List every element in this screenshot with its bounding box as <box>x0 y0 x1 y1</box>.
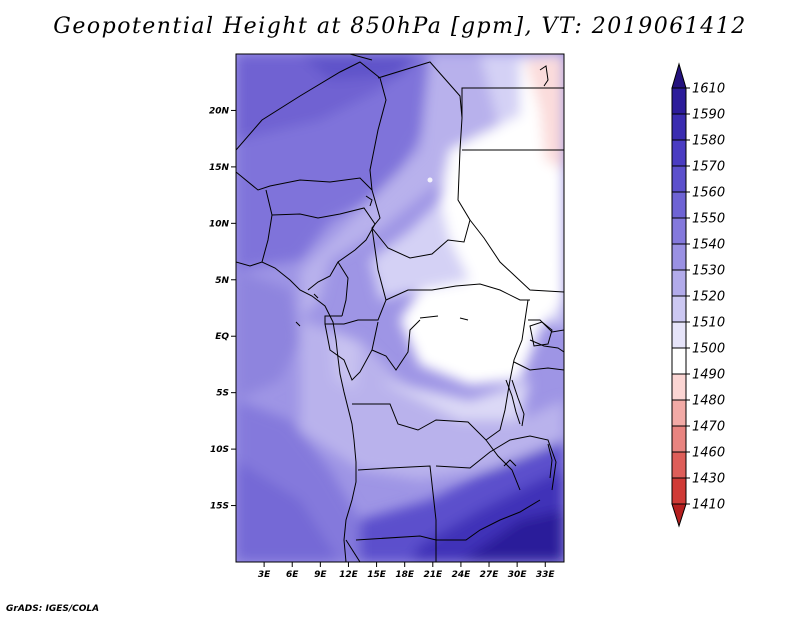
colorbar-label: 1560 <box>692 186 725 201</box>
colorbar-box <box>671 191 687 219</box>
x-tick-label: 30E <box>508 570 528 580</box>
grads-credit: GrADS: IGES/COLA <box>6 604 100 614</box>
y-tick-label: 15S <box>210 502 229 512</box>
x-tick-label: 6E <box>286 570 299 580</box>
y-tick-label: 5S <box>216 389 229 399</box>
colorbar-label: 1590 <box>692 108 725 123</box>
boundaries <box>236 54 564 562</box>
map-title: Geopotential Height at 850hPa [gpm], VT:… <box>53 14 747 39</box>
colorbar-box <box>671 87 687 115</box>
colorbar-label: 1540 <box>692 238 725 253</box>
colorbar-label: 1510 <box>692 316 725 331</box>
colorbar-label: 1550 <box>692 212 725 227</box>
colorbar-bottom-arrow <box>671 503 687 528</box>
colorbar-label: 1460 <box>692 446 725 461</box>
y-tick-label: 5N <box>215 276 229 286</box>
x-tick-label: 33E <box>536 570 556 580</box>
colorbar-top-arrow <box>671 62 687 89</box>
colorbar-box <box>671 243 687 271</box>
x-tick-label: 18E <box>395 570 415 580</box>
colorbar-box <box>671 113 687 141</box>
colorbar-box <box>671 165 687 193</box>
colorbar-box <box>671 269 687 297</box>
y-tick-label: EQ <box>215 332 229 342</box>
colorbar-box <box>671 139 687 167</box>
colorbar-box <box>671 399 687 427</box>
colorbar-label: 1580 <box>692 134 725 149</box>
colorbar-label: 1490 <box>692 368 725 383</box>
colorbar-box <box>671 425 687 453</box>
y-tick-label: 10S <box>210 445 229 455</box>
colorbar-label: 1530 <box>692 264 725 279</box>
colorbar-box <box>671 477 687 505</box>
y-axis: 20N 15N 10N 5N EQ 5S 10S 15S <box>209 106 236 512</box>
height-field <box>236 54 564 562</box>
x-tick-label: 3E <box>258 570 271 580</box>
x-tick-label: 27E <box>480 570 500 580</box>
x-tick-label: 21E <box>423 570 443 580</box>
colorbar-box <box>671 347 687 375</box>
colorbar-label: 1520 <box>692 290 725 305</box>
colorbar-box <box>671 451 687 479</box>
colorbar-box <box>671 373 687 401</box>
colorbar-label: 1480 <box>692 394 725 409</box>
colorbar: 1610 1590 1580 1570 1560 1550 1540 1530 1520 1510… <box>671 62 725 528</box>
y-tick-label: 20N <box>209 106 230 116</box>
x-axis: 3E 6E 9E 12E 15E 18E 21E 24E 27E 30E 33E <box>258 562 556 580</box>
colorbar-label: 1500 <box>692 342 725 357</box>
colorbar-label: 1470 <box>692 420 725 435</box>
y-tick-label: 10N <box>209 219 230 229</box>
colorbar-label: 1610 <box>692 82 725 97</box>
y-tick-label: 15N <box>209 163 230 173</box>
colorbar-label: 1570 <box>692 160 725 175</box>
colorbar-box <box>671 217 687 245</box>
map-frame <box>235 53 565 563</box>
x-tick-label: 24E <box>452 570 472 580</box>
x-tick-label: 15E <box>367 570 387 580</box>
colorbar-box <box>671 295 687 323</box>
x-tick-label: 9E <box>314 570 327 580</box>
x-tick-label: 12E <box>339 570 359 580</box>
colorbar-label: 1430 <box>692 472 725 487</box>
colorbar-box <box>671 321 687 349</box>
colorbar-label: 1410 <box>692 498 725 513</box>
